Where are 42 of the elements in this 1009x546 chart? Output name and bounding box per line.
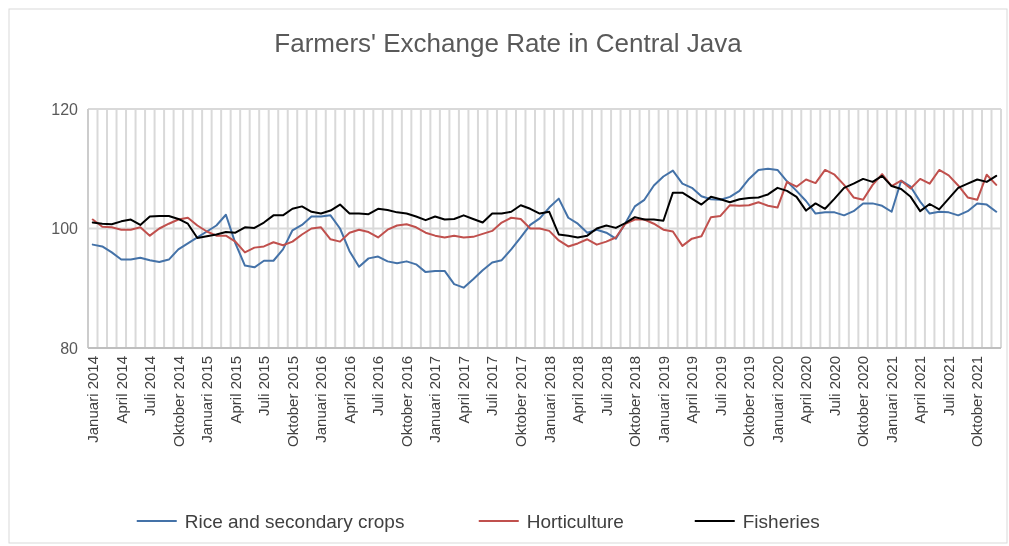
y-tick-label: 120 <box>51 100 79 118</box>
legend-label: Fisheries <box>742 510 820 532</box>
x-tick-label: Oktober 2021 <box>968 356 986 447</box>
x-tick-label: April 2019 <box>683 356 701 424</box>
x-tick-label: Juli 2021 <box>939 356 957 417</box>
x-tick-label: Oktober 2019 <box>740 356 758 447</box>
x-tick-label: Januari 2018 <box>540 356 558 443</box>
chart-title: Farmers' Exchange Rate in Central Java <box>274 28 743 58</box>
line-series <box>91 168 998 254</box>
x-tick-label: April 2021 <box>911 356 929 424</box>
y-tick-label: 80 <box>60 339 79 357</box>
x-tick-label: Juli 2019 <box>711 356 729 417</box>
x-tick-label: April 2017 <box>454 356 472 424</box>
x-tick-label: April 2016 <box>340 356 358 424</box>
x-tick-label: Oktober 2018 <box>626 356 644 447</box>
y-tick-label: 100 <box>51 220 79 238</box>
x-tick-label: Oktober 2014 <box>169 356 187 447</box>
x-tick-label: Juli 2020 <box>825 356 843 417</box>
x-tick-label: Januari 2014 <box>84 356 102 443</box>
x-tick-label: Juli 2015 <box>255 356 273 417</box>
line-series <box>91 174 998 240</box>
line-series <box>91 167 998 289</box>
x-tick-label: April 2015 <box>226 356 244 424</box>
x-tick-label: Januari 2020 <box>768 356 786 443</box>
x-tick-label: Oktober 2015 <box>283 356 301 447</box>
x-tick-label: Juli 2014 <box>141 356 159 417</box>
legend-label: Horticulture <box>526 510 624 532</box>
x-tick-label: Januari 2016 <box>312 356 330 443</box>
x-tick-label: Januari 2019 <box>654 356 672 443</box>
x-tick-label: Januari 2017 <box>426 356 444 443</box>
x-tick-label: Oktober 2017 <box>511 356 529 447</box>
x-tick-label: April 2018 <box>569 356 587 424</box>
x-tick-label: Januari 2021 <box>882 356 900 443</box>
x-tick-label: Oktober 2016 <box>397 356 415 447</box>
x-tick-label: Oktober 2020 <box>854 356 872 447</box>
x-tick-label: Juli 2016 <box>369 356 387 417</box>
x-tick-label: April 2014 <box>112 356 130 424</box>
x-tick-label: Juli 2018 <box>597 356 615 417</box>
x-tick-label: Januari 2015 <box>198 356 216 443</box>
x-tick-label: April 2020 <box>797 356 815 424</box>
legend-label: Rice and secondary crops <box>184 510 405 532</box>
x-tick-label: Juli 2017 <box>483 356 501 417</box>
